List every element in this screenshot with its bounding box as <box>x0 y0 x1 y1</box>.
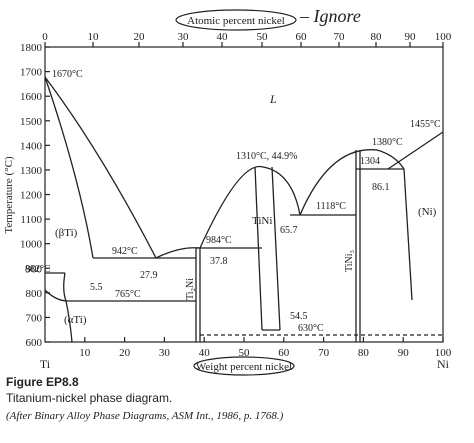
annotation: 882°C <box>25 264 51 275</box>
annotations: 1670°C 882°C 942°C 27.9 5.5 765°C 984°C 37.8 131… <box>25 69 441 334</box>
bottom-tick-label: 70 <box>318 347 330 359</box>
x-axis-label: Weight percent nickel <box>196 361 292 373</box>
left-tick-label: 1100 <box>20 214 42 226</box>
annotation: 27.9 <box>140 270 158 281</box>
top-tick-label: 80 <box>371 31 383 43</box>
left-tick-label: 1600 <box>20 91 43 103</box>
figure-title: Titanium-nickel phase diagram. <box>6 391 172 405</box>
phase-label: TiNi <box>252 215 272 227</box>
annotation: 1380°C <box>372 137 403 148</box>
bottom-tick-label: 10 <box>79 347 91 359</box>
bottom-tick-label: 30 <box>159 347 171 359</box>
annotation: 765°C <box>115 289 141 300</box>
phase-label: (βTi) <box>55 227 78 239</box>
phase-label: (αTi) <box>64 314 87 326</box>
top-tick-label: 40 <box>217 31 229 43</box>
top-tick-label: 20 <box>134 31 146 43</box>
oval <box>175 9 297 31</box>
annotation: 5.5 <box>90 282 103 293</box>
annotation: 942°C <box>112 246 138 257</box>
top-tick-label: 50 <box>257 31 269 43</box>
y-axis-label: Temperature (°C) <box>3 156 15 234</box>
annotation: 1310°C, 44.9% <box>236 151 298 162</box>
annotation: 1670°C <box>52 69 83 80</box>
annotation: 1304 <box>360 156 380 167</box>
top-tick-label: 90 <box>405 31 417 43</box>
annotation: 37.8 <box>210 256 228 267</box>
bottom-tick-label: 40 <box>199 347 211 359</box>
left-tick-label: 1300 <box>20 165 43 177</box>
left-tick-label: 1400 <box>20 140 43 152</box>
annotation: 65.7 <box>280 225 298 236</box>
annotation: 1118°C <box>316 201 346 212</box>
phase-label: (Ni) <box>418 206 437 218</box>
top-tick-label: 60 <box>296 31 308 43</box>
left-tick-label: 1000 <box>20 239 43 251</box>
top-tick-label: 0 <box>42 31 48 43</box>
top-tick-label: 30 <box>178 31 190 43</box>
oval <box>193 356 295 376</box>
top-axis-label: Atomic percent nickel <box>187 15 285 27</box>
top-tick-label: 100 <box>435 31 452 43</box>
left-tick-label: 600 <box>26 337 43 349</box>
bottom-tick-label: 60 <box>278 347 290 359</box>
bottom-tick-label: 90 <box>398 347 410 359</box>
annotation: 630°C <box>298 323 324 334</box>
left-tick-label: 700 <box>26 312 43 324</box>
annotation: 1455°C <box>410 119 441 130</box>
phase-label: TiNi₃ <box>344 250 355 272</box>
handwritten-note: – Ignore <box>299 6 361 26</box>
phase-label: Ti₂Ni <box>185 278 196 300</box>
top-tick-label: 70 <box>334 31 346 43</box>
left-tick-label: 1500 <box>20 116 43 128</box>
left-tick-label: 1700 <box>20 67 43 79</box>
annotation: 86.1 <box>372 182 390 193</box>
ticks: 0 10 20 30 40 50 60 70 80 90 100 10 20 30 40 50 60 70 80 90… <box>20 31 452 359</box>
bottom-tick-label: 50 <box>239 347 251 359</box>
top-tick-label: 10 <box>88 31 100 43</box>
bottom-tick-label: 20 <box>119 347 131 359</box>
annotation: 984°C <box>206 235 232 246</box>
phase-label: L <box>269 92 277 106</box>
figure-number: Figure EP8.8 <box>6 375 79 389</box>
end-label: Ti <box>40 357 51 371</box>
bottom-tick-label: 100 <box>435 347 452 359</box>
left-tick-label: 900 <box>26 263 43 275</box>
plot-frame <box>44 46 444 343</box>
end-label: Ni <box>437 357 450 371</box>
left-tick-label: 1200 <box>20 190 43 202</box>
annotation: 54.5 <box>290 311 308 322</box>
left-tick-label: 1800 <box>20 42 43 54</box>
left-tick-label: 800 <box>26 288 43 300</box>
figure-source: (After Binary Alloy Phase Diagrams, ASM … <box>6 410 284 422</box>
phase-boundaries <box>44 76 444 343</box>
bottom-tick-label: 80 <box>358 347 370 359</box>
